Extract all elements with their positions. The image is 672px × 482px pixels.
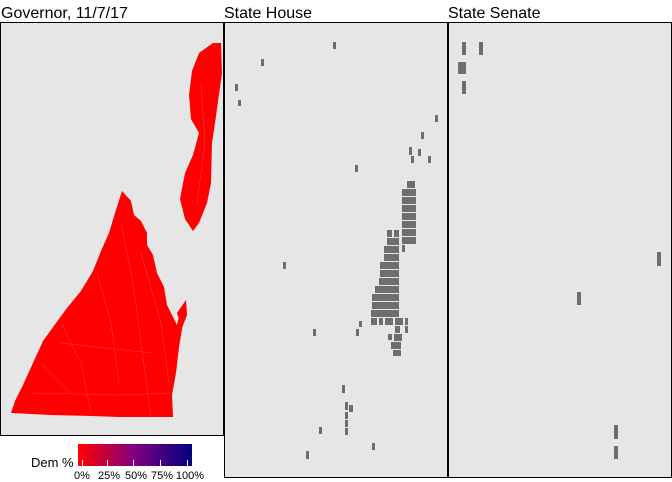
legend-tick-label: 100% [175,470,205,482]
legend-color-bar [78,444,192,466]
state-house-map [235,42,438,459]
legend-tick-mark-0 [82,460,83,466]
governor-map [11,43,222,418]
map-panel-governor [0,22,224,436]
legend-tick-mark-75 [160,460,161,466]
legend-title: Dem % [31,455,74,470]
state-house-precincts [235,42,438,459]
map-panel-state-senate [448,22,672,478]
mainland-region [11,191,183,417]
legend-tick-mark-100 [187,460,188,466]
legend-tick-label: 75% [150,470,174,482]
precinct-boundaries [30,82,206,418]
legend-tick-mark-25 [107,460,108,466]
panel-title-governor: Governor, 11/7/17 [1,5,128,22]
legend-tick-label: 50% [124,470,148,482]
state-senate-precincts [458,42,661,459]
peninsula-detail [177,300,187,328]
legend-tick-mark-50 [133,460,134,466]
state-senate-map [458,42,661,459]
panel-title-state-house: State House [224,5,313,22]
panel-title-state-senate: State Senate [448,5,541,22]
eastern-shore-region [180,43,222,231]
legend-tick-label: 25% [97,470,121,482]
legend-tick-label: 0% [74,470,90,482]
map-panel-state-house [224,22,448,478]
